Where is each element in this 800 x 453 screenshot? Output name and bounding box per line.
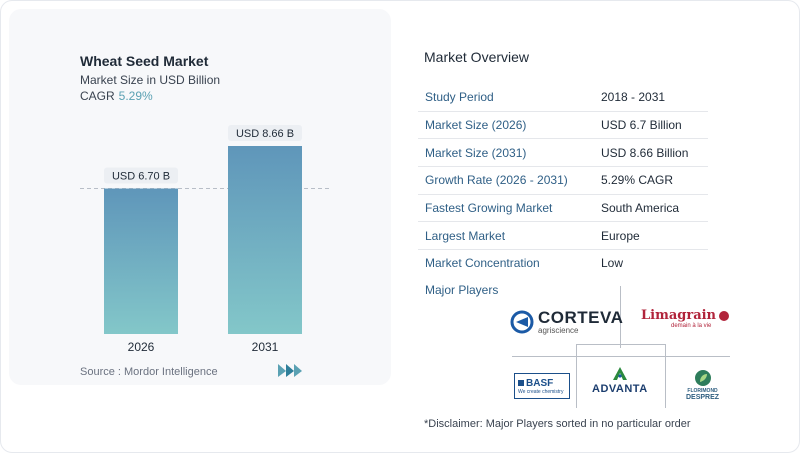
florimond-name: FLORIMOND <box>687 388 718 394</box>
overview-row: Market Concentration Low <box>418 250 708 277</box>
major-players-title: Major Players <box>425 283 499 297</box>
limagrain-tagline: demain à la vie <box>671 323 712 329</box>
category-label: 2031 <box>252 340 279 354</box>
corteva-mark-icon <box>510 310 534 334</box>
advanta-mark-icon <box>612 367 627 380</box>
overview-label: Growth Rate (2026 - 2031) <box>425 173 568 188</box>
category-label: 2026 <box>128 340 155 354</box>
chart-subtitle: Market Size in USD Billion <box>80 73 221 87</box>
data-label-bg <box>104 167 178 184</box>
overview-row: Largest Market Europe <box>418 222 708 251</box>
limagrain-name: Limagrain <box>641 308 717 323</box>
chart-panel <box>9 9 391 385</box>
basf-tagline: We create chemistry <box>518 388 564 395</box>
grid-divider <box>576 344 577 408</box>
advanta-logo: ADVANTA <box>592 367 648 395</box>
grid-divider <box>620 286 621 348</box>
overview-label: Study Period <box>425 90 494 105</box>
grid-divider <box>576 344 666 345</box>
limagrain-logo: Limagrain demain à la vie <box>641 308 730 329</box>
overview-row: Fastest Growing Market South America <box>418 195 708 223</box>
overview-value: Low <box>601 256 624 271</box>
corteva-tagline: agriscience <box>538 326 579 335</box>
overview-value: 2018 - 2031 <box>601 90 666 105</box>
basf-name: BASF <box>526 377 554 389</box>
disclaimer-text: *Disclaimer: Major Players sorted in no … <box>424 418 691 430</box>
advanta-name: ADVANTA <box>592 383 648 395</box>
cagr-row: CAGR 5.29% <box>80 89 153 103</box>
limagrain-mark-icon <box>719 310 730 321</box>
overview-label: Market Concentration <box>425 256 540 271</box>
bar-chart: USD 6.70 B 2026 USD 8.66 B 2031 <box>80 125 330 354</box>
desprez-name: DESPREZ <box>686 394 720 401</box>
overview-row: Market Size (2031) USD 8.66 Billion <box>418 139 708 168</box>
corteva-name: CORTEVA <box>538 308 624 327</box>
overview-label: Largest Market <box>425 228 506 243</box>
overview-label: Market Size (2031) <box>425 145 527 160</box>
source-text: Source : Mordor Intelligence <box>80 366 218 378</box>
overview-value: 5.29% CAGR <box>601 173 674 188</box>
corteva-logo: CORTEVA agriscience <box>510 309 623 335</box>
bar-2031 <box>228 146 302 334</box>
overview-value: South America <box>601 201 680 216</box>
chart-title: Wheat Seed Market <box>80 53 209 69</box>
overview-label: Market Size (2026) <box>425 118 527 133</box>
overview-value: Europe <box>601 228 640 243</box>
bar-2026 <box>104 188 178 334</box>
overview-row: Study Period 2018 - 2031 <box>418 84 708 112</box>
cagr-label: CAGR <box>80 89 115 103</box>
grid-divider <box>512 356 730 357</box>
basf-logo: BASF We create chemistry <box>514 373 570 399</box>
basf-square-icon <box>518 380 524 386</box>
florimond-desprez-logo: FLORIMOND DESPREZ <box>686 369 719 401</box>
data-label-bg <box>228 125 302 141</box>
data-label: USD 6.70 B <box>112 171 170 183</box>
grid-divider <box>665 344 666 408</box>
florimond-leaf-icon <box>694 370 711 386</box>
mordor-logo-icon <box>278 364 302 377</box>
overview-value: USD 6.7 Billion <box>601 118 682 133</box>
cagr-value: 5.29% <box>118 89 153 103</box>
overview-table: Study Period 2018 - 2031 Market Size (20… <box>418 84 708 277</box>
overview-row: Market Size (2026) USD 6.7 Billion <box>418 112 708 140</box>
overview-value: USD 8.66 Billion <box>601 145 689 160</box>
overview-row: Growth Rate (2026 - 2031) 5.29% CAGR <box>418 167 708 195</box>
overview-title: Market Overview <box>424 49 530 65</box>
data-label: USD 8.66 B <box>236 128 294 140</box>
overview-label: Fastest Growing Market <box>425 201 553 216</box>
